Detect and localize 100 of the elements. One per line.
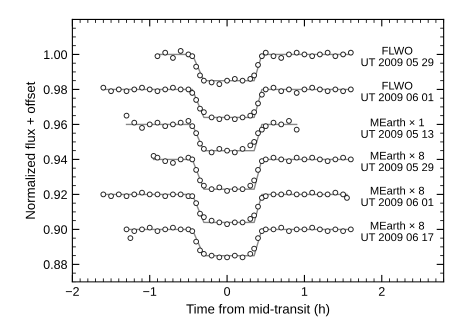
point xyxy=(340,52,346,58)
series-label: FLWO UT 2009 06 01 xyxy=(361,82,434,102)
point xyxy=(178,48,184,54)
point xyxy=(224,148,230,154)
point xyxy=(270,192,276,198)
point xyxy=(232,76,238,82)
point xyxy=(216,254,222,260)
point xyxy=(216,146,222,152)
point xyxy=(294,126,300,133)
point xyxy=(340,154,346,161)
point xyxy=(131,192,138,198)
y-tick-label: 0.94 xyxy=(44,155,68,164)
point xyxy=(193,238,200,245)
point xyxy=(278,156,284,162)
point xyxy=(348,226,354,232)
point xyxy=(232,186,238,192)
point xyxy=(124,88,130,94)
point xyxy=(170,224,176,231)
point xyxy=(139,190,145,196)
point xyxy=(251,212,258,218)
point xyxy=(302,52,308,58)
point xyxy=(332,226,338,232)
point xyxy=(208,252,214,259)
point xyxy=(294,154,300,161)
point xyxy=(146,192,153,198)
point xyxy=(332,156,338,162)
y-tick-label: 0.98 xyxy=(44,85,67,94)
point xyxy=(189,193,196,200)
y-tick-label: 0.90 xyxy=(44,225,68,234)
y-tick-label: 0.88 xyxy=(44,260,67,270)
point xyxy=(348,86,354,92)
point xyxy=(154,120,160,126)
point xyxy=(216,220,222,226)
point xyxy=(139,84,145,91)
point xyxy=(286,158,292,164)
series-label: FLWO UT 2009 05 29 xyxy=(361,46,434,66)
point xyxy=(216,116,222,122)
x-tick-label: 2 xyxy=(378,287,385,296)
point xyxy=(340,192,346,198)
point xyxy=(197,72,203,78)
point xyxy=(324,88,331,94)
point xyxy=(100,192,106,198)
point xyxy=(324,158,331,164)
point xyxy=(200,250,207,257)
x-tick-label: −2 xyxy=(66,287,79,296)
point xyxy=(208,150,214,156)
point xyxy=(302,192,308,198)
point xyxy=(170,160,176,166)
point xyxy=(193,64,200,70)
point xyxy=(251,72,258,78)
point xyxy=(240,220,246,226)
point xyxy=(162,158,168,164)
point xyxy=(186,118,192,124)
point xyxy=(128,235,134,242)
point xyxy=(278,224,284,231)
point xyxy=(162,50,168,56)
point xyxy=(232,150,238,156)
point xyxy=(208,114,214,120)
point xyxy=(189,53,196,60)
point xyxy=(189,123,196,130)
point xyxy=(255,130,261,136)
point xyxy=(255,62,261,68)
point xyxy=(324,50,331,56)
point xyxy=(170,122,176,128)
point xyxy=(154,192,160,198)
point xyxy=(178,226,184,232)
point xyxy=(309,84,316,91)
point xyxy=(262,123,269,130)
point xyxy=(255,235,261,242)
series-label: MEarth × 8 UT 2009 06 01 xyxy=(361,186,434,206)
point xyxy=(344,195,350,201)
point xyxy=(131,228,138,234)
point xyxy=(309,224,316,231)
point xyxy=(302,86,308,92)
point xyxy=(197,247,203,254)
point xyxy=(262,193,269,200)
point xyxy=(162,193,168,200)
y-tick-label: 0.92 xyxy=(44,190,67,200)
text: MEarth × 1 UT 2009 05 13 xyxy=(361,118,434,138)
point xyxy=(197,106,203,112)
series-label: MEarth × 8 UT 2009 06 17 xyxy=(361,221,434,242)
point xyxy=(154,88,160,94)
point xyxy=(247,112,254,119)
point xyxy=(278,88,284,94)
point xyxy=(146,122,153,128)
point xyxy=(232,252,238,259)
point xyxy=(340,88,346,94)
point xyxy=(270,53,276,60)
point xyxy=(197,210,203,217)
point xyxy=(170,192,176,198)
point xyxy=(262,86,269,92)
point xyxy=(154,53,160,60)
point xyxy=(100,84,106,91)
point xyxy=(193,130,200,136)
point xyxy=(302,226,308,232)
point xyxy=(240,254,246,260)
point xyxy=(255,100,261,106)
point xyxy=(193,97,200,103)
point xyxy=(247,142,254,148)
point xyxy=(224,254,230,260)
